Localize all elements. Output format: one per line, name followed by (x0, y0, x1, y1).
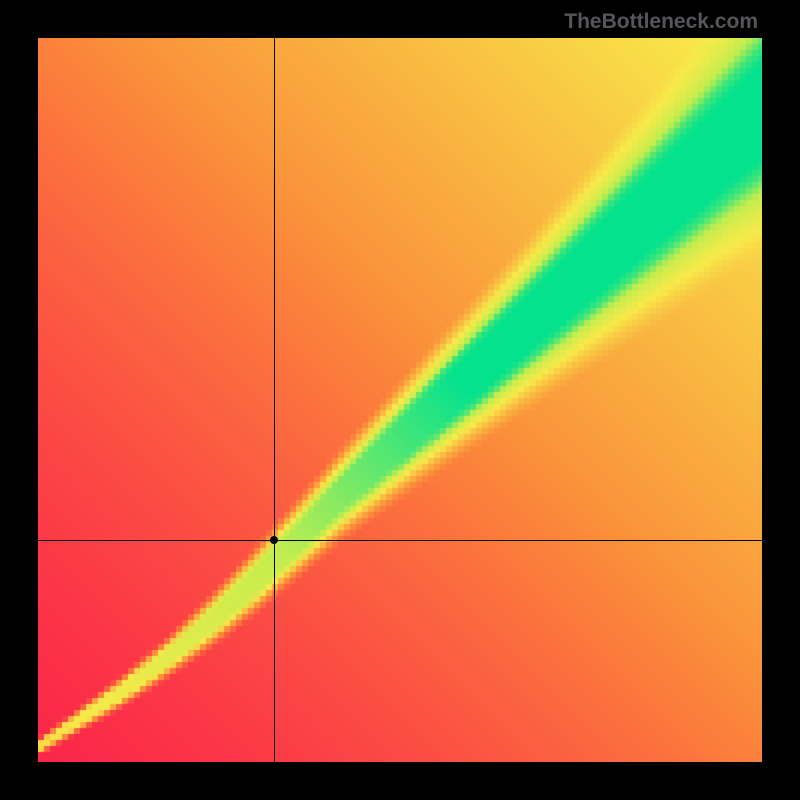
crosshair-marker (270, 536, 278, 544)
heatmap-canvas (38, 38, 762, 762)
crosshair-vertical (274, 38, 275, 762)
crosshair-horizontal (38, 540, 762, 541)
watermark-text: TheBottleneck.com (564, 10, 758, 34)
plot-area (38, 38, 762, 762)
